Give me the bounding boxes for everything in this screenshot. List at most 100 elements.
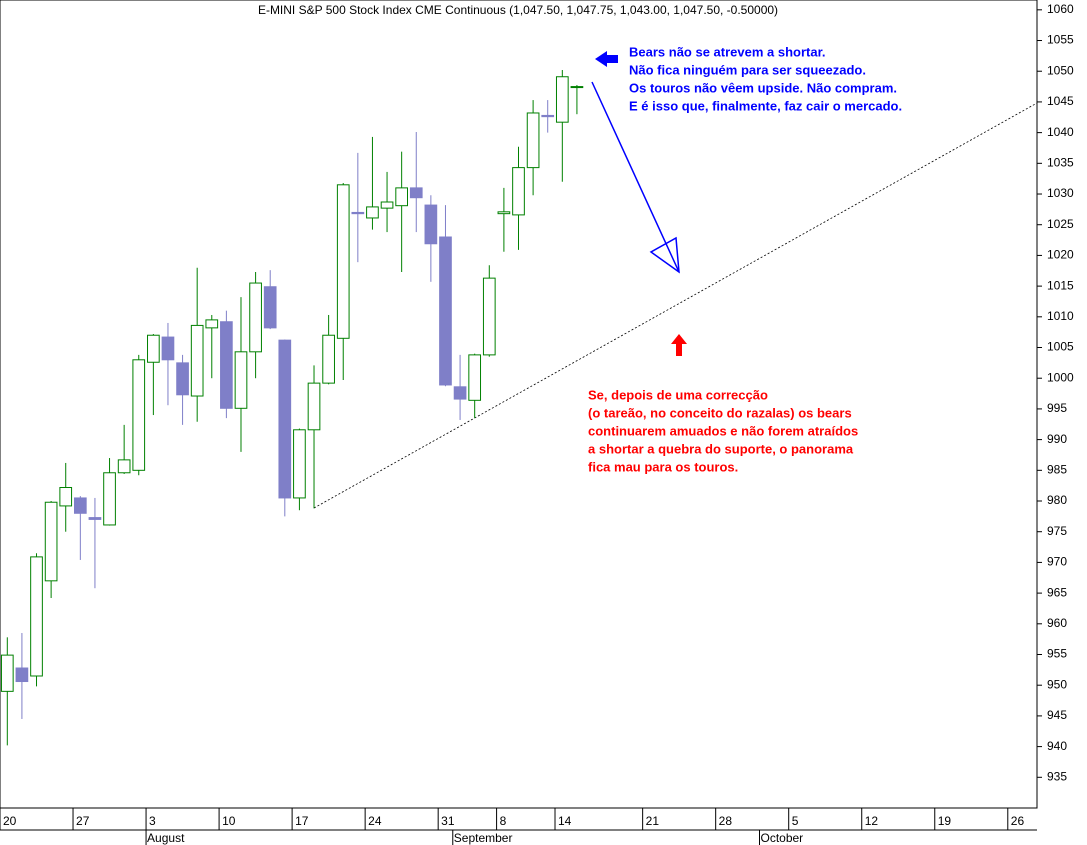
candle-body [322,334,335,384]
candle-body [0,654,14,692]
candle-body [44,501,58,582]
candle-body [190,324,204,397]
x-tick-label: 31 [441,814,455,828]
x-tick-label: 12 [865,814,879,828]
y-tick-label: 1055 [1047,33,1074,47]
candle-body [409,187,423,199]
candle-body [59,487,73,507]
candle-body [234,351,248,409]
candle-body [132,359,146,471]
y-tick-label: 1040 [1047,125,1074,139]
x-tick-label: 20 [3,814,17,828]
candle-body [205,319,219,329]
candle-body [351,211,365,215]
candle-body [453,386,467,400]
y-tick-label: 975 [1047,524,1067,538]
y-tick-label: 1015 [1047,278,1074,292]
candle-body [103,472,116,526]
month-label: September [454,831,513,845]
annotation-line: Não fica ninguém para ser squeezado. [629,62,866,77]
y-tick-label: 945 [1047,708,1067,722]
y-tick-label: 980 [1047,493,1067,507]
chart-title: E-MINI S&P 500 Stock Index CME Continuou… [258,3,778,17]
annotation-line: (o tareão, no conceito do razalas) os be… [588,405,852,420]
candle-body [15,667,29,683]
x-tick-label: 21 [646,814,660,828]
left-arrow [595,51,618,67]
candle-body [526,112,540,169]
annotation-line: continuarem amuados e não forem atraídos [588,423,858,438]
candle-body [88,517,102,520]
y-tick-label: 935 [1047,769,1067,783]
x-tick-label: 27 [76,814,90,828]
annotation-line: a shortar a quebra do suporte, o panoram… [588,441,854,456]
candle-body [512,167,525,216]
y-tick-label: 965 [1047,585,1067,599]
y-tick-label: 1000 [1047,370,1074,384]
candle-body [366,206,379,219]
candle-body [570,86,584,89]
y-tick-label: 1035 [1047,155,1074,169]
candle-body [468,354,482,401]
y-tick-label: 1025 [1047,217,1074,231]
x-tick-label: 26 [1011,814,1025,828]
y-tick-label: 940 [1047,739,1067,753]
y-tick-label: 990 [1047,432,1067,446]
candle-body [424,204,438,245]
y-tick-label: 950 [1047,677,1067,691]
x-tick-label: 14 [558,814,572,828]
y-tick-label: 995 [1047,401,1067,415]
plot-frame [0,0,1038,809]
candle-body [176,362,189,396]
month-label: August [147,831,185,845]
x-tick-label: 19 [938,814,952,828]
candle-body [220,321,233,409]
annotation-line: Bears não se atrevem a shortar. [629,44,826,59]
candle-body [293,429,306,499]
down-arrow-head [649,236,680,274]
x-tick-label: 17 [295,814,309,828]
candle-body [249,282,262,353]
x-tick-label: 10 [222,814,236,828]
candle-body [541,114,555,118]
y-tick-label: 960 [1047,616,1067,630]
x-tick-label: 28 [719,814,733,828]
y-tick-label: 985 [1047,462,1067,476]
down-arrow-shaft [591,81,680,273]
candle-body [30,556,43,677]
candle-body [147,334,160,363]
candle-body [395,187,408,207]
x-tick-label: 3 [149,814,156,828]
candle-body [555,76,569,123]
y-tick-label: 1005 [1047,340,1074,354]
annotation-line: fica mau para os touros. [588,459,738,474]
annotation-line: Se, depois de uma correcção [588,387,768,402]
candle-body [161,336,175,361]
month-label: October [760,831,803,845]
y-tick-label: 1060 [1047,2,1074,16]
y-tick-label: 1045 [1047,94,1074,108]
candle-body [73,497,87,514]
candle-body [263,286,277,329]
candle-body [117,459,131,474]
candle-body [307,382,321,431]
x-tick-label: 8 [500,814,507,828]
y-tick-label: 1020 [1047,248,1074,262]
candle-body [497,211,511,215]
candle-body [278,339,292,499]
y-tick-label: 970 [1047,555,1067,569]
y-tick-label: 1050 [1047,63,1074,77]
up-arrow [671,334,687,356]
x-tick-label: 24 [368,814,382,828]
annotation-line: E é isso que, finalmente, faz cair o mer… [629,98,902,113]
candle-body [336,184,350,339]
x-tick-label: 5 [792,814,799,828]
annotation-line: Os touros não vêem upside. Não compram. [629,80,897,95]
y-tick-label: 1010 [1047,309,1074,323]
candle-body [380,201,394,209]
candle-body [482,277,496,356]
candle-body [439,236,452,386]
y-tick-label: 1030 [1047,186,1074,200]
